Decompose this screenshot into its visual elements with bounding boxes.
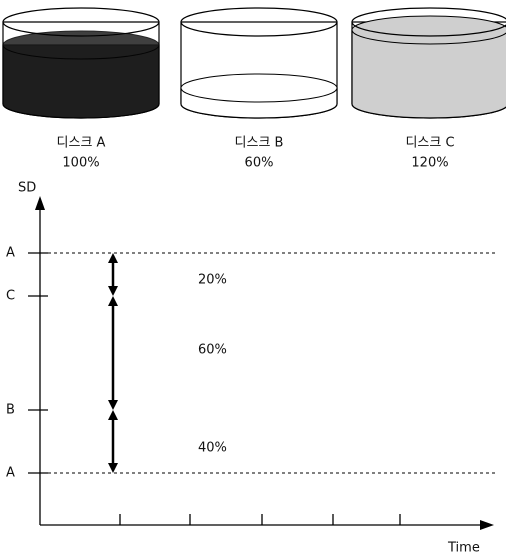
- disk-label: 디스크 B: [235, 136, 284, 151]
- segment-label: 60%: [198, 343, 227, 358]
- y-level-label: A: [6, 466, 15, 481]
- segment-label: 20%: [198, 273, 227, 288]
- disk-label: 디스크 A: [57, 136, 106, 151]
- disk-label: 디스크 C: [405, 136, 454, 151]
- disk-percent: 60%: [245, 156, 274, 171]
- arrow-head: [108, 296, 118, 306]
- disks: [3, 8, 506, 118]
- x-axis-label: Time: [447, 541, 480, 556]
- liquid-surface: [3, 31, 159, 59]
- liquid-surface: [181, 74, 337, 102]
- diagram: 디스크 A 100% 디스크 B 60% 디스크 C 120% SD Time …: [0, 0, 506, 558]
- y-level-label: B: [6, 403, 15, 418]
- disk-percent: 100%: [62, 156, 99, 171]
- arrow-head: [108, 253, 118, 263]
- disk-percent: 120%: [411, 156, 448, 171]
- arrow-head: [480, 520, 494, 530]
- segment-label: 40%: [198, 441, 227, 456]
- arrow-head: [108, 400, 118, 410]
- arrow-head: [35, 196, 45, 210]
- liquid-surface: [352, 16, 506, 44]
- y-axis-label: SD: [18, 181, 36, 196]
- y-level-label: C: [6, 289, 15, 304]
- arrow-head: [108, 286, 118, 296]
- arrow-head: [108, 410, 118, 420]
- arrow-head: [108, 463, 118, 473]
- y-level-label: A: [6, 246, 15, 261]
